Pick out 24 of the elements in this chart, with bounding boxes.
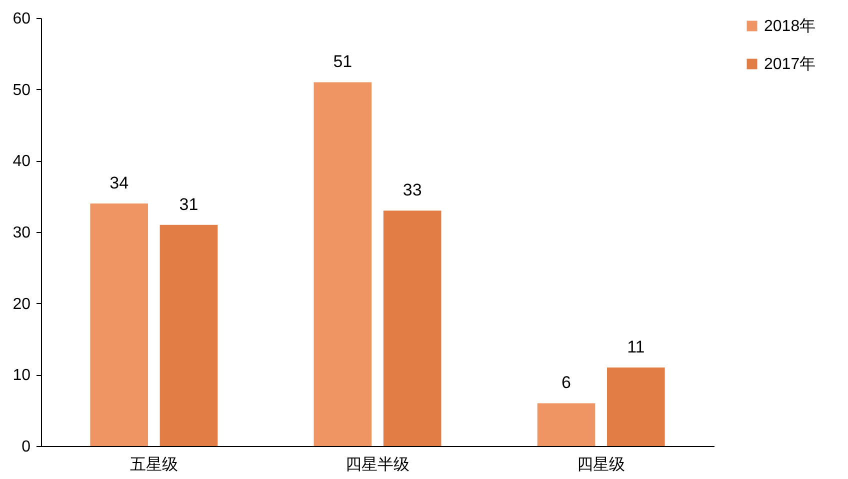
bar: [383, 210, 442, 446]
bar: [160, 224, 218, 446]
legend-label: 2018年: [764, 18, 816, 35]
legend-label: 2017年: [764, 56, 816, 73]
bar: [90, 203, 148, 446]
y-tick-label: 20: [12, 296, 31, 313]
data-label: 51: [333, 52, 352, 72]
x-tick-label: 四星级: [577, 456, 626, 474]
data-label: 11: [627, 338, 645, 357]
y-tick-label: 60: [12, 10, 31, 28]
y-tick-label: 50: [12, 82, 31, 99]
bar: [607, 368, 665, 446]
data-label: 31: [179, 194, 198, 214]
bar: [314, 82, 372, 446]
y-tick-label: 40: [12, 153, 31, 170]
x-tick-label: 五星级: [130, 456, 178, 474]
y-tick-label: 0: [22, 438, 31, 456]
data-label: 33: [402, 180, 422, 200]
y-tick-label: 10: [12, 367, 31, 384]
y-tick-label: 30: [12, 224, 31, 242]
data-label: 6: [562, 373, 571, 392]
data-label: 34: [110, 173, 129, 192]
bar: [537, 403, 596, 446]
x-tick-label: 四星半级: [346, 456, 410, 474]
